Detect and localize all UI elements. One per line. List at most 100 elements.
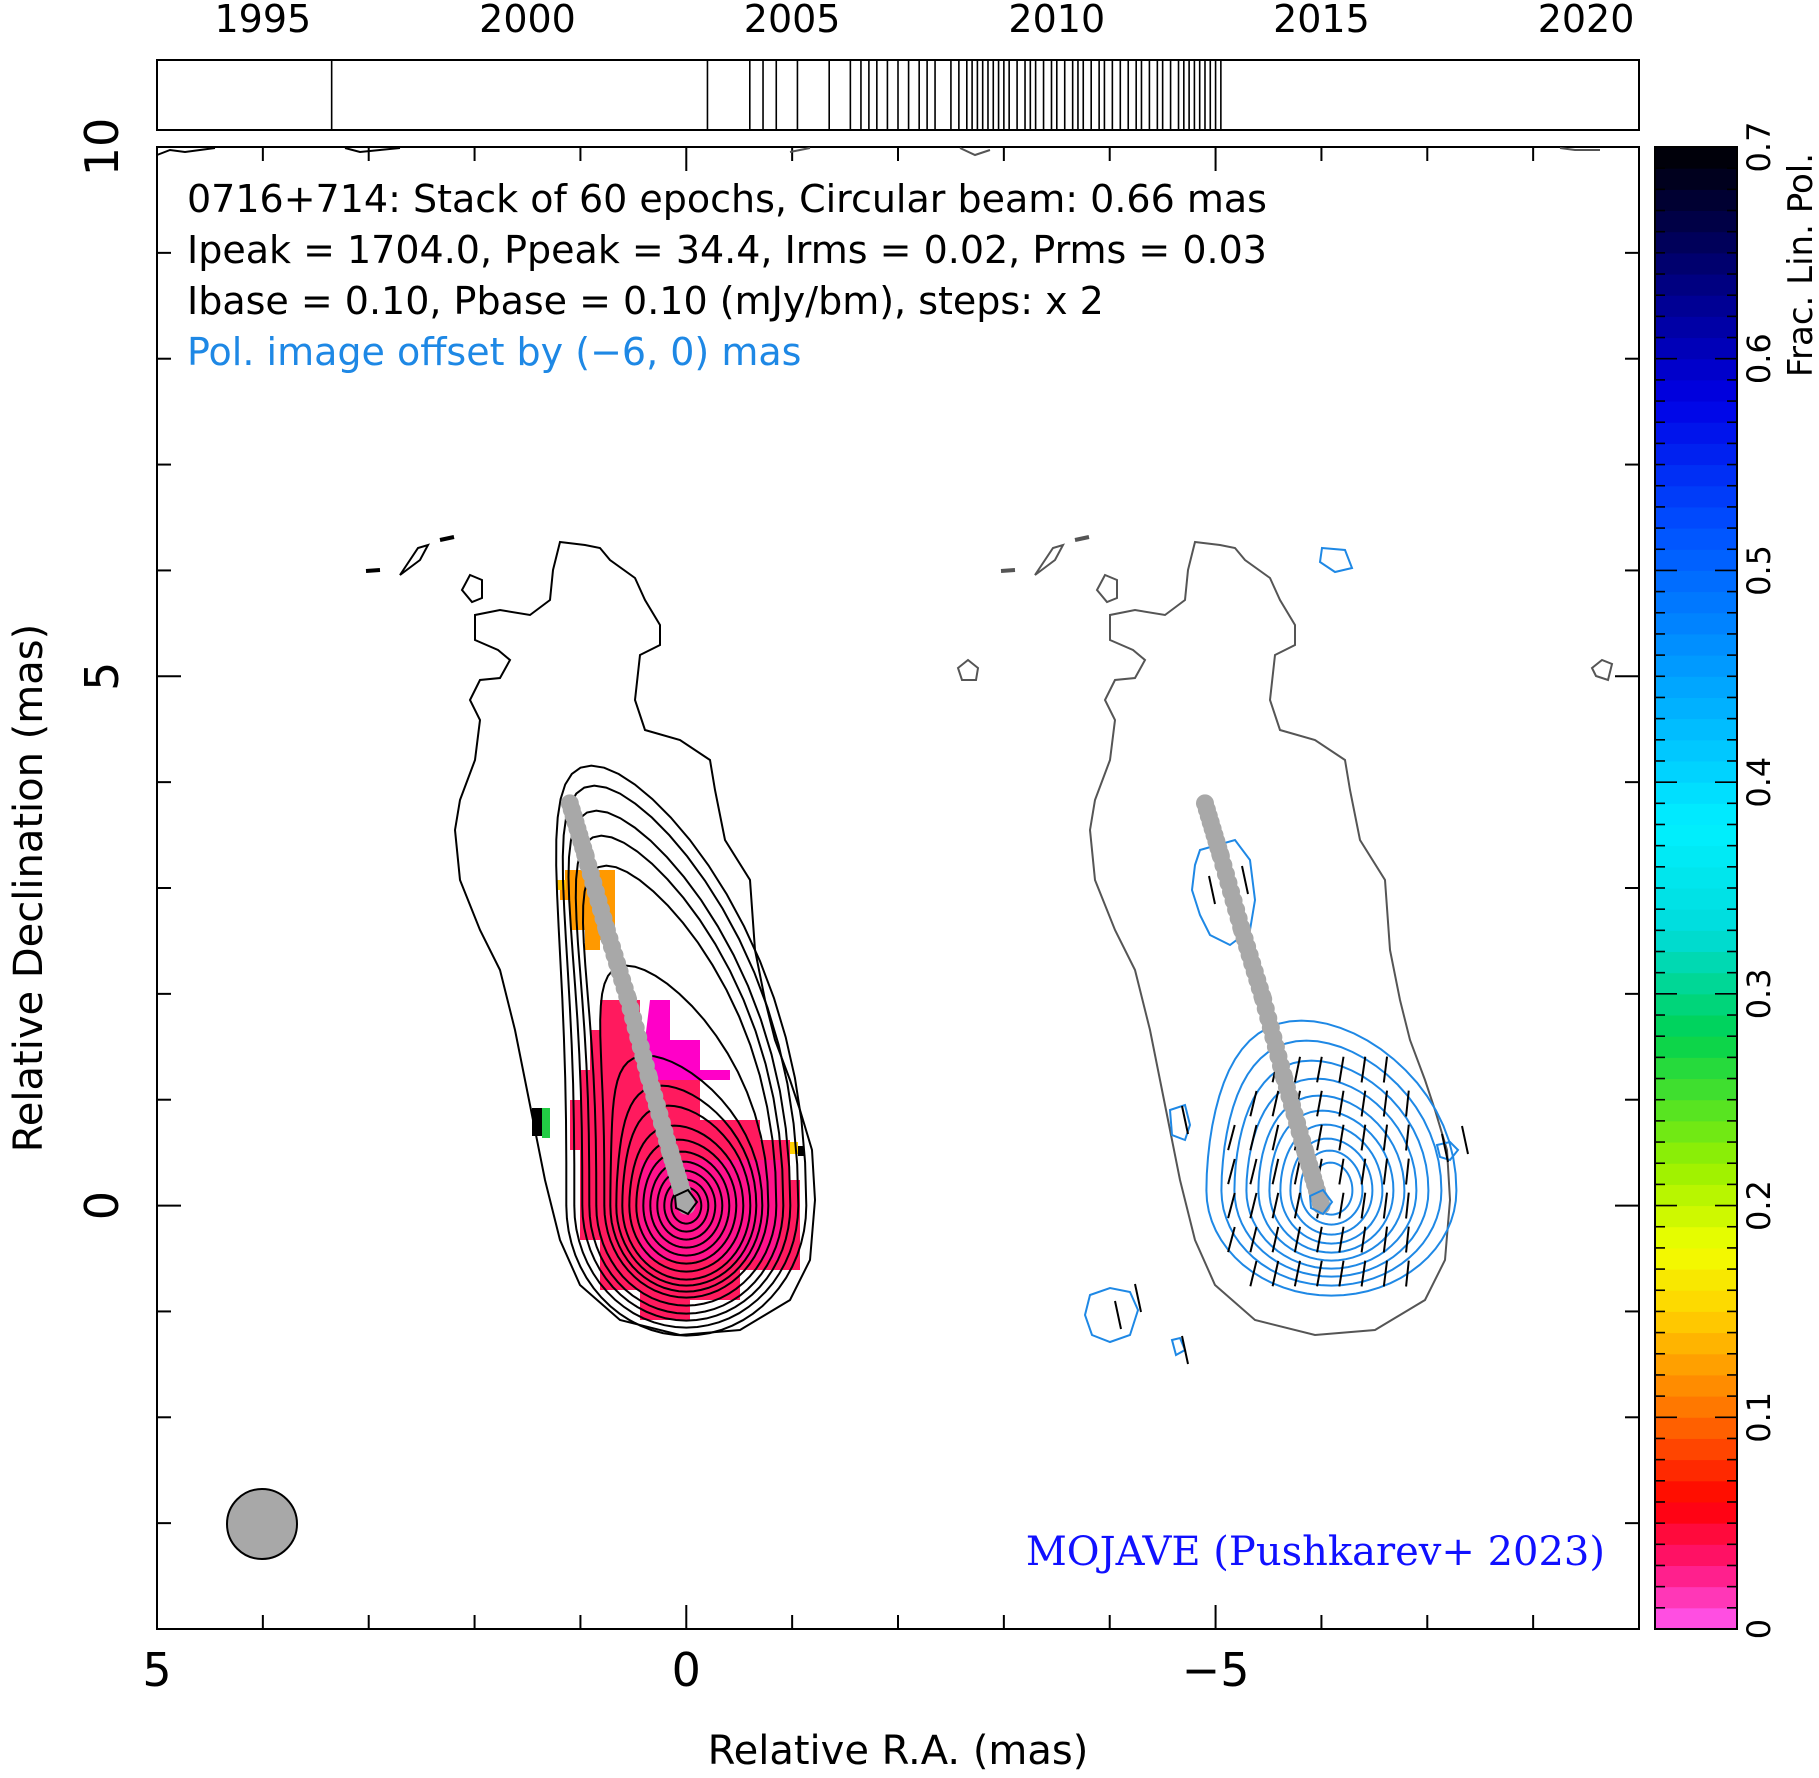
colorbar-cell [1655, 358, 1737, 381]
colorbar-cell [1655, 909, 1737, 931]
evpa-stick [1293, 1056, 1301, 1083]
evpa-stick [1227, 1226, 1236, 1253]
jet-ridgelines [560, 794, 1331, 1215]
colorbar-cell [1655, 1501, 1737, 1524]
intensity-contour [581, 864, 778, 1307]
evpa-stick [1360, 1124, 1367, 1151]
epoch-tick-label: 2005 [744, 0, 841, 41]
colorbar-cell [1655, 803, 1737, 825]
pol-contour [1289, 1137, 1374, 1236]
offset-note: Pol. image offset by (−6, 0) mas [187, 330, 801, 374]
evpa-stick [1293, 1260, 1301, 1287]
main-panel: 5 0 −5 0 5 10 [75, 118, 1640, 1697]
pol-contour [1205, 1019, 1458, 1297]
colorbar-cell [1655, 1417, 1737, 1439]
epoch-tick-label: 2000 [479, 0, 576, 41]
x-tick-label: 0 [672, 1643, 701, 1697]
colorbar-tick-label: 0.7 [1740, 122, 1778, 173]
core-peak-contour-left [673, 1188, 699, 1216]
header-line-1: 0716+714: Stack of 60 epochs, Circular b… [187, 177, 1267, 221]
evpa-stick [1405, 1158, 1410, 1185]
colorbar-cell [1655, 591, 1737, 614]
intensity-contour [656, 1169, 717, 1241]
pol-contour [1268, 1109, 1395, 1254]
fracpol-knot-yellow [556, 880, 566, 890]
colorbar-gradient [1655, 147, 1737, 1630]
colorbar-cell [1655, 845, 1737, 868]
evpa-stick [1360, 1260, 1367, 1287]
outer-contour-blob-2 [460, 573, 483, 604]
evpa-stick [1227, 1158, 1236, 1185]
evpa-stick [1249, 1124, 1258, 1151]
colorbar-cell [1655, 951, 1737, 974]
intensity-contour [599, 964, 770, 1299]
evpa-stick [1249, 1192, 1258, 1219]
evpa-stick [1114, 1300, 1122, 1330]
outer-contour-blob-right-2 [1095, 573, 1118, 604]
evpa-stick [1382, 1158, 1389, 1185]
colorbar-cell [1655, 1586, 1737, 1609]
outer-contour-dash-right-2 [1074, 535, 1090, 542]
colorbar-cell [1655, 1015, 1737, 1037]
colorbar-cell [1655, 1544, 1737, 1566]
intensity-contour [670, 1186, 703, 1225]
evpa-stick [1227, 1192, 1236, 1219]
x-tick-label: 5 [142, 1643, 171, 1697]
evpa-stick [1293, 1192, 1301, 1219]
pol-contour [1233, 1059, 1430, 1278]
y-tick-label: 5 [75, 662, 129, 691]
evpa-stick [1360, 1056, 1367, 1083]
evpa-stick [1271, 1124, 1280, 1151]
colorbar-cell [1655, 189, 1737, 212]
colorbar-cell [1655, 528, 1737, 550]
colorbar-cell [1655, 1163, 1737, 1185]
evpa-stick [1181, 1105, 1189, 1135]
intensity-contour [615, 1084, 758, 1287]
evpa-stick [1249, 1226, 1258, 1253]
total-intensity-contours [555, 764, 808, 1337]
colorbar-cell [1655, 422, 1737, 444]
pol-island-knot [1190, 838, 1257, 947]
intensity-contour [663, 1178, 710, 1233]
pol-contour [1245, 1077, 1418, 1270]
colorbar-cell [1655, 676, 1737, 698]
outer-contour-blob-right-1 [1034, 543, 1066, 576]
outer-contour-blob-right-4 [1590, 658, 1614, 682]
colorbar-cell [1655, 888, 1737, 910]
evpa-stick [1208, 875, 1216, 905]
pol-island-left [1168, 1103, 1192, 1142]
x-tick-label: −5 [1182, 1643, 1250, 1697]
colorbar-cell [1655, 485, 1737, 508]
evpa-stick [1271, 1158, 1280, 1185]
colorbar-cell [1655, 506, 1737, 529]
colorbar-cell [1655, 1607, 1737, 1630]
pol-island-bottom-left [1083, 1286, 1140, 1344]
colorbar-cell [1655, 993, 1737, 1016]
evpa-stick [1405, 1260, 1410, 1287]
colorbar-cell [1655, 739, 1737, 762]
intensity-contour [628, 1124, 745, 1273]
colorbar-label: Frac. Lin. Pol. [1781, 153, 1819, 377]
ridge-point-left [677, 1196, 696, 1215]
evpa-stick [1181, 1335, 1189, 1365]
colorbar-cell [1655, 252, 1737, 275]
y-tick-label: 0 [75, 1191, 129, 1220]
evpa-stick [1461, 1125, 1469, 1155]
colorbar-cell [1655, 274, 1737, 296]
evpa-stick [1382, 1090, 1389, 1117]
colorbar-tick-label: 0.4 [1740, 757, 1778, 808]
colorbar-cell [1655, 972, 1737, 995]
colorbar-cell [1655, 718, 1737, 741]
colorbar-cell [1655, 570, 1737, 593]
fracpol-edge-pixel-dark [798, 1146, 804, 1156]
evpa-stick [1382, 1056, 1389, 1083]
evpa-stick [1338, 1226, 1345, 1253]
header-line-3: Ibase = 0.10, Pbase = 0.10 (mJy/bm), ste… [187, 279, 1104, 323]
evpa-stick [1441, 1133, 1449, 1163]
colorbar-cell [1655, 1099, 1737, 1122]
colorbar-cell [1655, 1120, 1737, 1143]
intensity-contour [609, 1054, 764, 1293]
evpa-stick [1405, 1124, 1410, 1151]
colorbar-cell [1655, 930, 1737, 953]
